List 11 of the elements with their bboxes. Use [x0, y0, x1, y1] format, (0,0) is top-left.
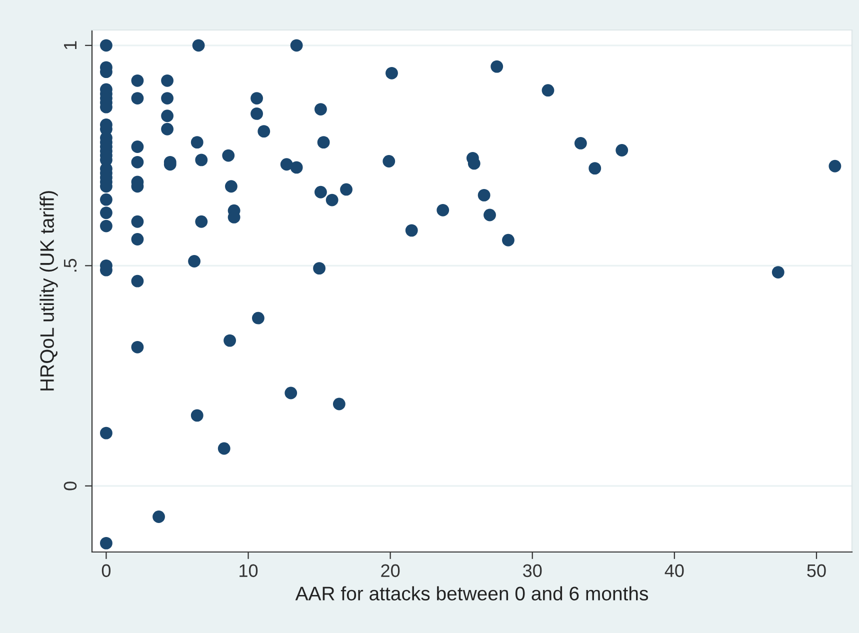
x-tick-label: 10 — [240, 564, 258, 578]
x-tick-label: 30 — [523, 564, 542, 578]
y-tick-label: .5 — [64, 258, 77, 272]
x-tick-label: 0 — [102, 564, 111, 578]
y-tick-label: 0 — [64, 482, 77, 490]
x-tick-label: 50 — [807, 564, 826, 578]
y-axis-title: HRQoL utility (UK tariff) — [40, 191, 58, 390]
y-tick-label: 1 — [64, 41, 76, 50]
x-tick-label: 40 — [664, 564, 684, 578]
x-axis-title: AAR for attacks between 0 and 6 months — [295, 586, 648, 600]
x-tick-label: 20 — [381, 564, 400, 578]
